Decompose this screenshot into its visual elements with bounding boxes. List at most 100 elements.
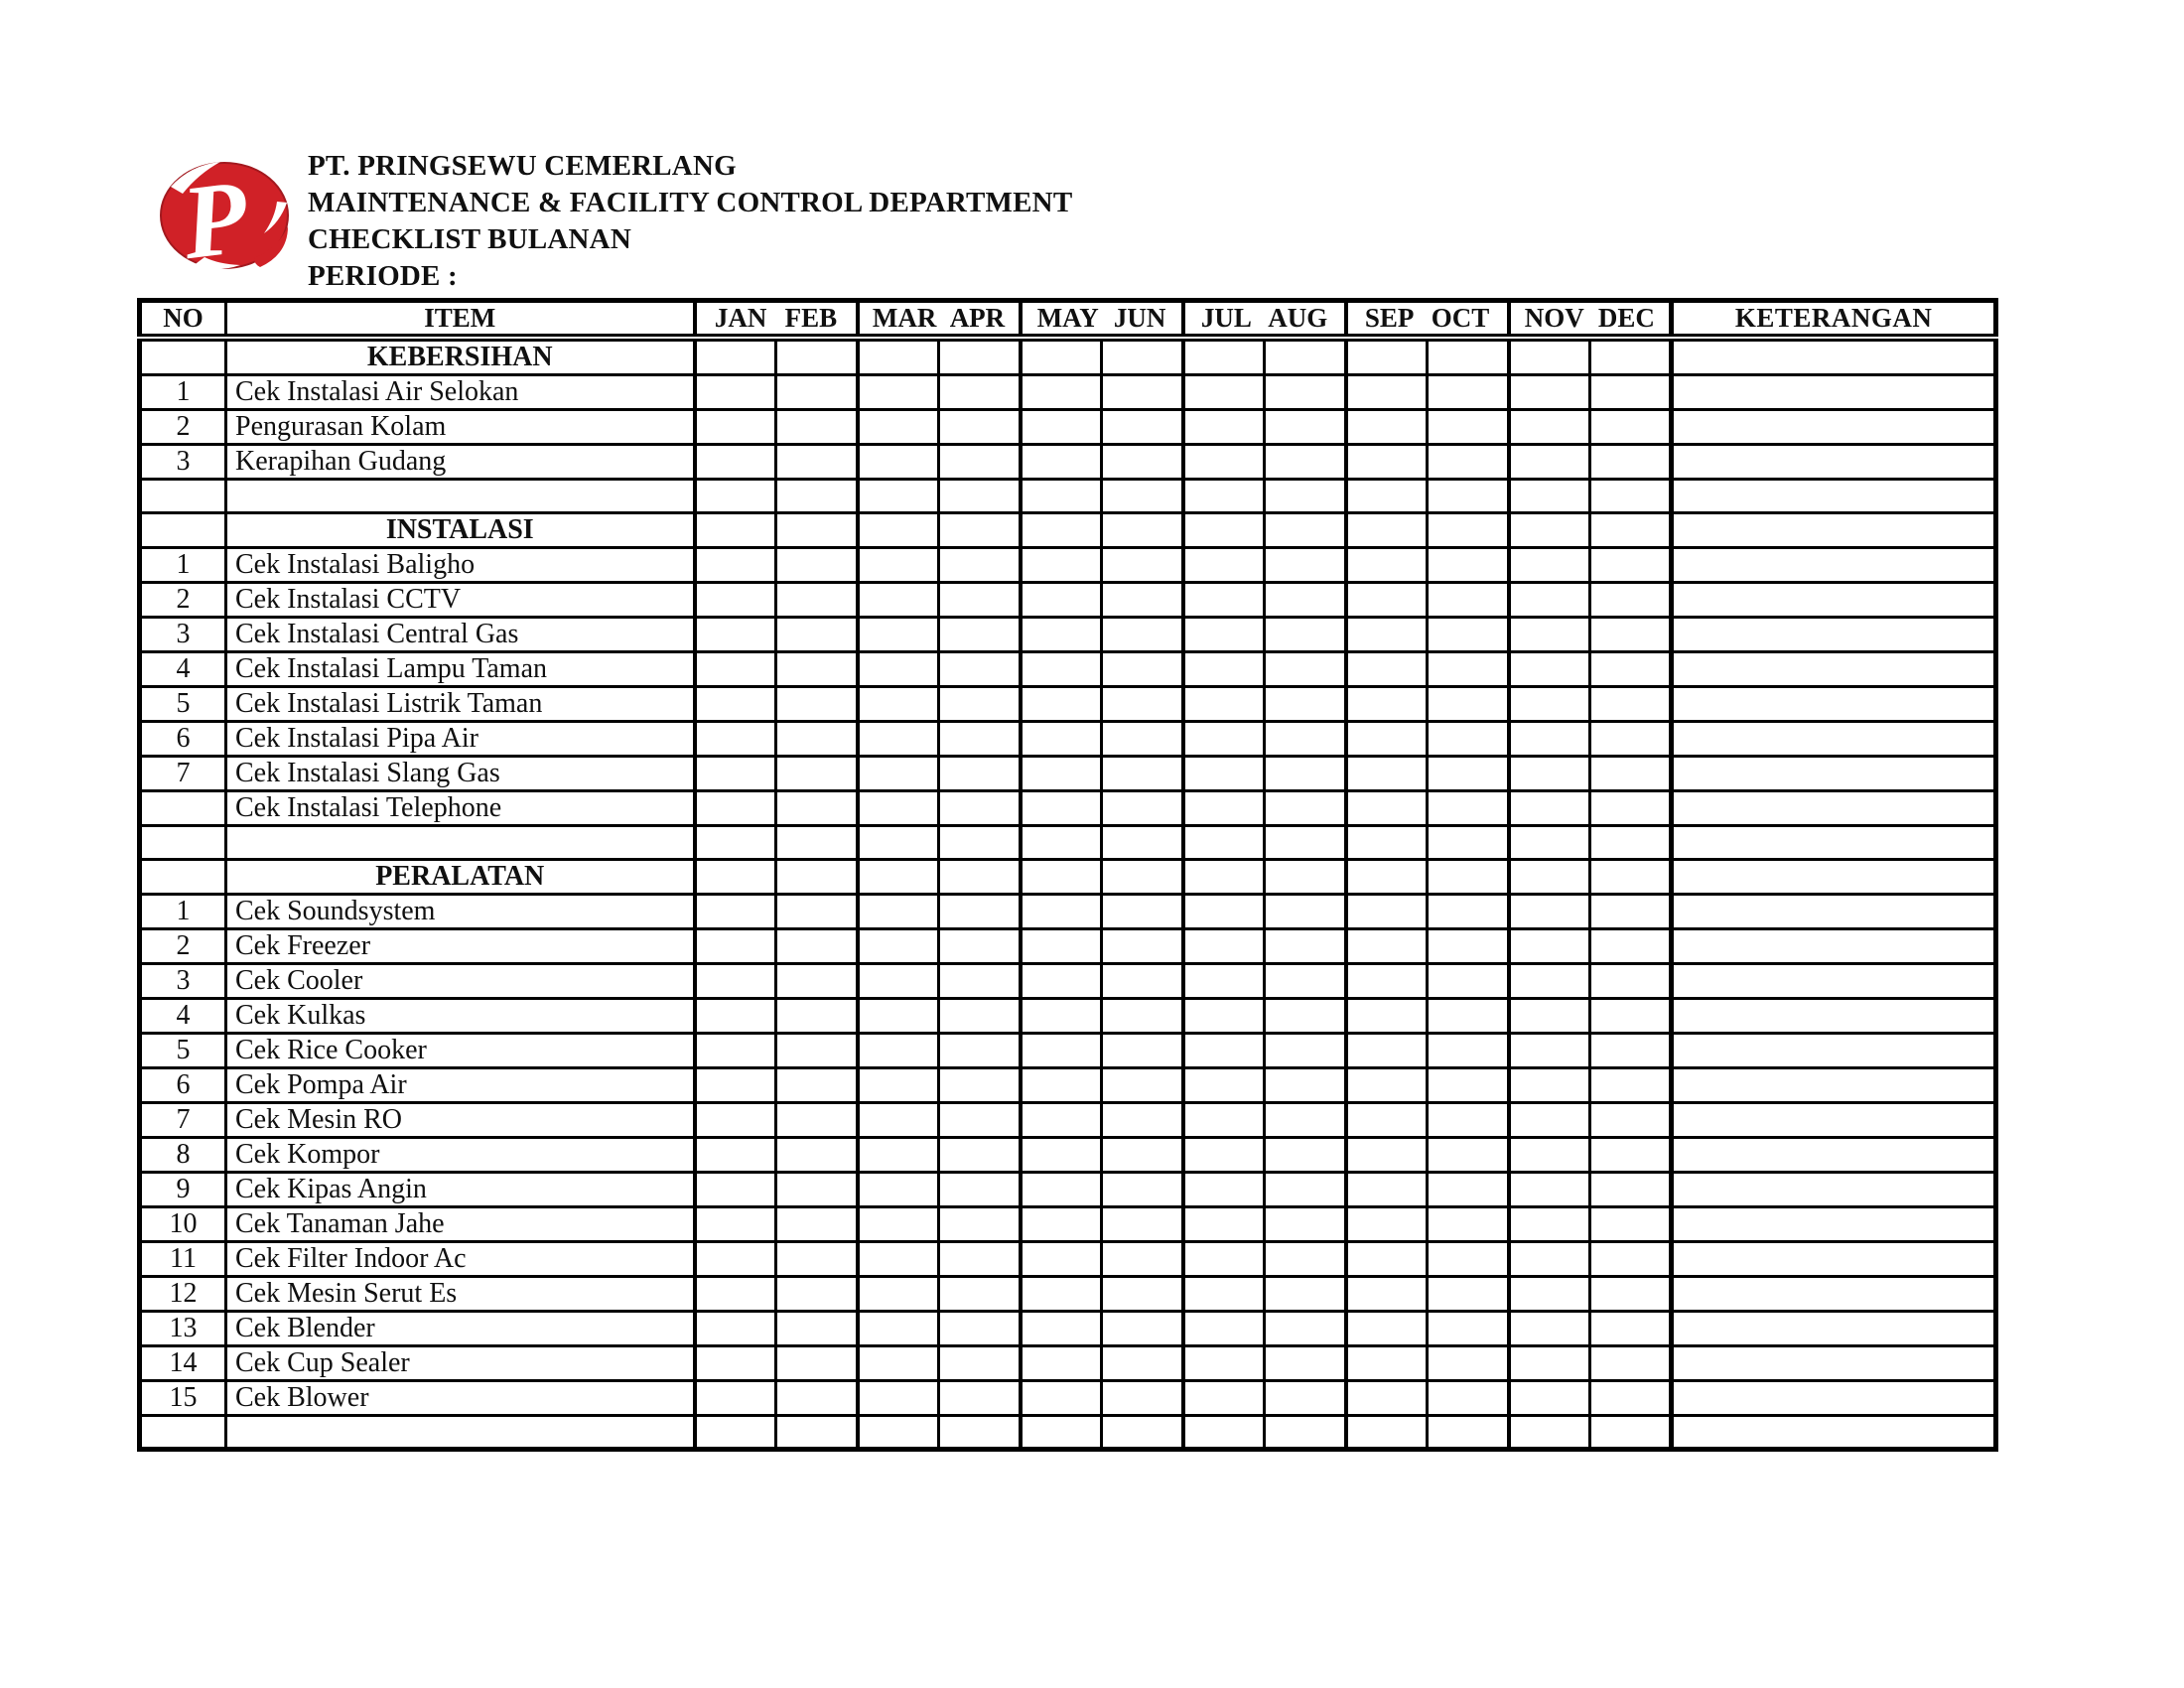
no-cell: 10 [138,1205,227,1243]
keterangan-cell [1669,478,1998,514]
no-cell: 3 [138,616,227,653]
check-cell-jan [693,1275,777,1313]
check-cell-aug [1263,1344,1348,1382]
check-cell-aug [1263,685,1348,723]
no-cell [138,511,227,549]
check-cell-jan [693,1032,777,1069]
check-cell-mar [856,1344,941,1382]
check-cell-feb [773,755,860,792]
check-cell-dec [1588,1066,1674,1104]
no-cell: 5 [138,685,227,723]
header-jan-feb: JAN FEB [692,299,860,342]
section-title-cell: KEBERSIHAN [224,336,697,376]
check-cell-jul [1181,1136,1267,1174]
check-cell-feb [773,1240,860,1278]
item-row: 7 Cek Mesin RO [138,1101,1998,1139]
item-row: Cek Instalasi Telephone [138,789,1998,827]
check-cell-jul [1181,962,1267,1000]
no-cell: 1 [138,893,227,930]
item-cell: Cek Blender [224,1310,697,1347]
check-cell-may [1019,443,1104,481]
check-cell-jun [1100,1275,1185,1313]
check-cell-nov [1507,962,1592,1000]
check-cell-jun [1100,1101,1185,1139]
check-cell-dec [1588,1344,1674,1382]
check-cell-dec [1588,1379,1674,1417]
check-cell-aug [1263,581,1348,619]
check-cell-apr [937,1101,1023,1139]
no-cell: 6 [138,720,227,758]
check-cell-aug [1263,408,1348,446]
check-cell-jul [1181,755,1267,792]
item-row: 11 Cek Filter Indoor Ac [138,1240,1998,1278]
check-cell-dec [1588,1032,1674,1069]
check-cell-sep [1344,1101,1430,1139]
check-cell-jan [693,1414,777,1451]
item-cell [224,478,697,514]
item-cell: Cek Rice Cooker [224,1032,697,1069]
check-cell-oct [1426,650,1511,688]
check-cell-oct [1426,962,1511,1000]
keterangan-cell [1669,1032,1998,1069]
check-cell-mar [856,997,941,1035]
check-cell-apr [937,1344,1023,1382]
check-cell-jun [1100,858,1185,896]
check-cell-jun [1100,408,1185,446]
check-cell-jul [1181,581,1267,619]
check-cell-apr [937,1171,1023,1208]
check-cell-apr [937,546,1023,584]
check-cell-apr [937,824,1023,861]
check-cell-apr [937,755,1023,792]
checklist-table-wrap: NO ITEM JAN FEB MAR APR [137,298,1999,1452]
check-cell-apr [937,1066,1023,1104]
check-cell-dec [1588,546,1674,584]
check-cell-sep [1344,962,1430,1000]
check-cell-jan [693,1379,777,1417]
check-cell-jun [1100,685,1185,723]
check-cell-feb [773,336,860,376]
check-cell-feb [773,789,860,827]
check-cell-feb [773,1310,860,1347]
check-cell-jun [1100,546,1185,584]
check-cell-nov [1507,720,1592,758]
check-cell-mar [856,616,941,653]
check-cell-jun [1100,1240,1185,1278]
check-cell-aug [1263,1414,1348,1451]
check-cell-jan [693,893,777,930]
check-cell-feb [773,858,860,896]
keterangan-cell [1669,755,1998,792]
item-row: 5 Cek Instalasi Listrik Taman [138,685,1998,723]
item-cell: Cek Instalasi Listrik Taman [224,685,697,723]
check-cell-may [1019,581,1104,619]
check-cell-mar [856,1414,941,1451]
check-cell-feb [773,408,860,446]
no-cell: 5 [138,1032,227,1069]
check-cell-feb [773,443,860,481]
check-cell-dec [1588,478,1674,514]
check-cell-nov [1507,616,1592,653]
check-cell-jan [693,511,777,549]
check-cell-may [1019,1379,1104,1417]
check-cell-jun [1100,1032,1185,1069]
check-cell-nov [1507,893,1592,930]
check-cell-feb [773,997,860,1035]
check-cell-apr [937,1379,1023,1417]
check-cell-nov [1507,373,1592,411]
check-cell-dec [1588,789,1674,827]
check-cell-may [1019,336,1104,376]
item-row: 3 Cek Instalasi Central Gas [138,616,1998,653]
item-row: 1 Cek Instalasi Air Selokan [138,373,1998,411]
check-cell-dec [1588,1136,1674,1174]
item-cell: Cek Kulkas [224,997,697,1035]
check-cell-dec [1588,373,1674,411]
check-cell-feb [773,546,860,584]
month-label-dec: DEC [1597,303,1655,333]
check-cell-jan [693,616,777,653]
month-label-jan: JAN [714,303,767,333]
check-cell-may [1019,755,1104,792]
letterhead: PT. PRINGSEWU CEMERLANG MAINTENANCE & FA… [308,148,1072,295]
check-cell-sep [1344,997,1430,1035]
check-cell-aug [1263,893,1348,930]
keterangan-cell [1669,1344,1998,1382]
no-cell: 7 [138,1101,227,1139]
